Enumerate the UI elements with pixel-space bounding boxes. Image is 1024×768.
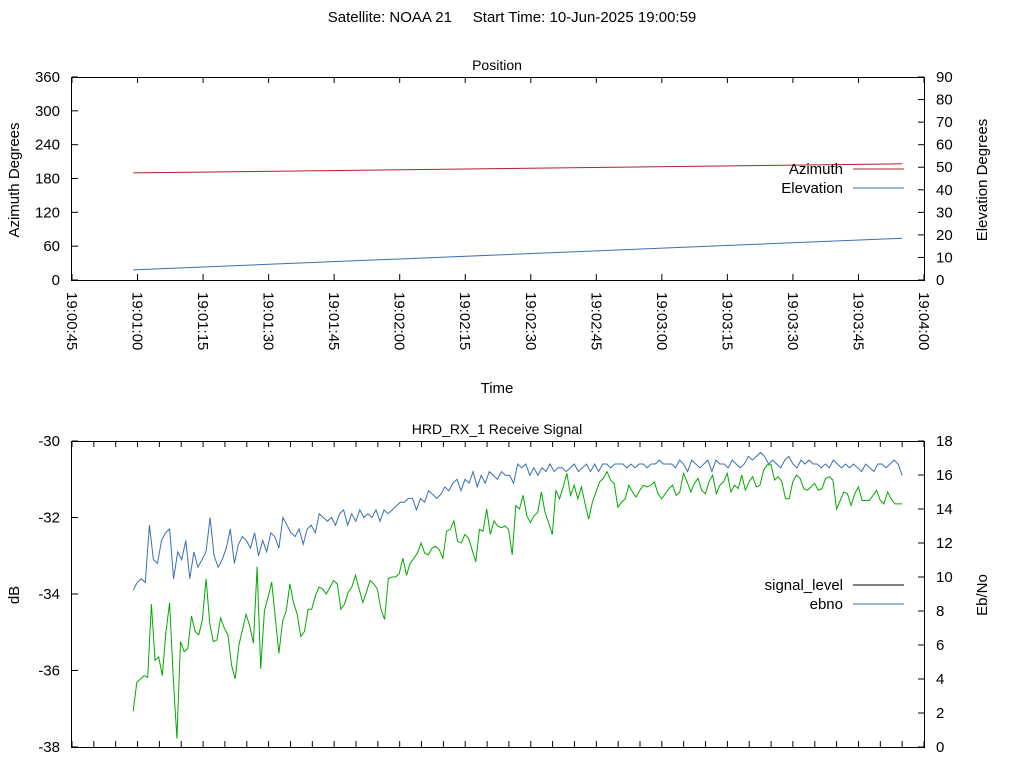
signal-plot-frame (71, 441, 925, 748)
position-x-tick-label: 19:03:15 (718, 292, 735, 350)
position-x-axis: 19:00:45 19:01:00 19:01:15 19:01:30 19:01:45… (63, 77, 932, 350)
signal-series-ebno (132, 451, 903, 591)
signal-y-tick-label: -38 (38, 739, 60, 756)
signal-title: HRD_RX_1 Receive Signal (412, 421, 582, 437)
signal-y2-tick-label: 0 (936, 739, 944, 756)
position-y2-axis: 0 10 20 30 40 50 60 70 80 90 (918, 69, 953, 289)
position-series (133, 163, 903, 271)
signal-y2-tick-label: 14 (936, 501, 953, 518)
signal-series (132, 451, 903, 739)
position-x-tick-label: 19:01:30 (260, 292, 277, 350)
signal-y2-tick-label: 18 (936, 433, 953, 450)
position-legend-label: Elevation (781, 180, 843, 197)
position-series-azimuth (133, 163, 903, 174)
signal-y-tick-label: -30 (38, 433, 60, 450)
position-legend: Azimuth Elevation (781, 161, 904, 197)
position-x-tick-label: 19:02:00 (391, 292, 408, 350)
position-x-tick-label: 19:02:15 (456, 292, 473, 350)
position-x-tick-label: 19:04:00 (915, 292, 932, 350)
signal-y-axis: -38 -36 -34 -32 -30 (38, 433, 78, 756)
signal-y2-tick-label: 8 (936, 603, 944, 620)
position-x-tick-label: 19:01:45 (325, 292, 342, 350)
signal-y-tick-label: -34 (38, 586, 60, 603)
position-y2-tick-label: 80 (936, 92, 953, 109)
position-y2-tick-label: 70 (936, 114, 953, 131)
position-x-tick-label: 19:01:00 (129, 292, 146, 350)
position-x-tick-label: 19:01:15 (194, 292, 211, 350)
signal-y2-tick-label: 12 (936, 535, 953, 552)
position-y-tick-label: 240 (35, 137, 60, 154)
position-y-tick-label: 300 (35, 103, 60, 120)
position-x-tick-label: 19:02:30 (522, 292, 539, 350)
position-y2-tick-label: 50 (936, 159, 953, 176)
signal-y2-tick-label: 6 (936, 637, 944, 654)
signal-x-axis (71, 441, 925, 747)
position-ylabel: Azimuth Degrees (6, 122, 23, 237)
position-y2-tick-label: 60 (936, 137, 953, 154)
position-y-tick-label: 360 (35, 69, 60, 86)
signal-y-tick-label: -32 (38, 510, 60, 527)
position-xlabel: Time (481, 380, 514, 397)
position-title: Position (472, 57, 522, 73)
signal-y2label: Eb/No (974, 574, 991, 616)
position-y2-tick-label: 20 (936, 227, 953, 244)
position-y-tick-label: 0 (52, 272, 60, 289)
position-plot-frame (71, 77, 925, 281)
page-title: Satellite: NOAA 21 Start Time: 10-Jun-20… (328, 9, 697, 26)
signal-y-tick-label: -36 (38, 663, 60, 680)
position-x-tick-label: 19:00:45 (63, 292, 80, 350)
position-y2-tick-label: 30 (936, 204, 953, 221)
position-x-tick-label: 19:03:00 (653, 292, 670, 350)
position-legend-label: Azimuth (789, 161, 843, 178)
position-y2-tick-label: 90 (936, 69, 953, 86)
position-x-tick-label: 19:03:45 (849, 292, 866, 350)
signal-chart: HRD_RX_1 Receive Signal dB Eb/No -38-36-… (6, 421, 991, 756)
position-x-tick-label: 19:03:30 (784, 292, 801, 350)
signal-y2-tick-label: 2 (936, 705, 944, 722)
position-y2-tick-label: 10 (936, 249, 953, 266)
position-y-tick-label: 180 (35, 171, 60, 188)
signal-legend-label: signal_level (765, 577, 843, 594)
position-y-tick-label: 120 (35, 204, 60, 221)
position-y-axis: 0 60 120 180 240 300 360 (35, 69, 78, 289)
signal-y2-tick-label: 4 (936, 671, 944, 688)
signal-y2-tick-label: 10 (936, 569, 953, 586)
position-y2-tick-label: 40 (936, 182, 953, 199)
position-y2label: Elevation Degrees (974, 119, 991, 242)
position-chart: Position Azimuth Degrees Elevation Degre… (6, 57, 991, 397)
signal-series-signal_level (132, 464, 903, 739)
position-x-tick-label: 19:02:45 (587, 292, 604, 350)
signal-ylabel: dB (6, 586, 23, 604)
position-series-elevation (133, 237, 903, 271)
signal-y2-axis: 0 2 4 6 8 10 12 14 16 18 (918, 433, 953, 756)
position-y2-tick-label: 0 (936, 272, 944, 289)
position-y-tick-label: 60 (43, 238, 60, 255)
signal-y2-tick-label: 16 (936, 467, 953, 484)
signal-legend-label: ebno (810, 596, 843, 613)
